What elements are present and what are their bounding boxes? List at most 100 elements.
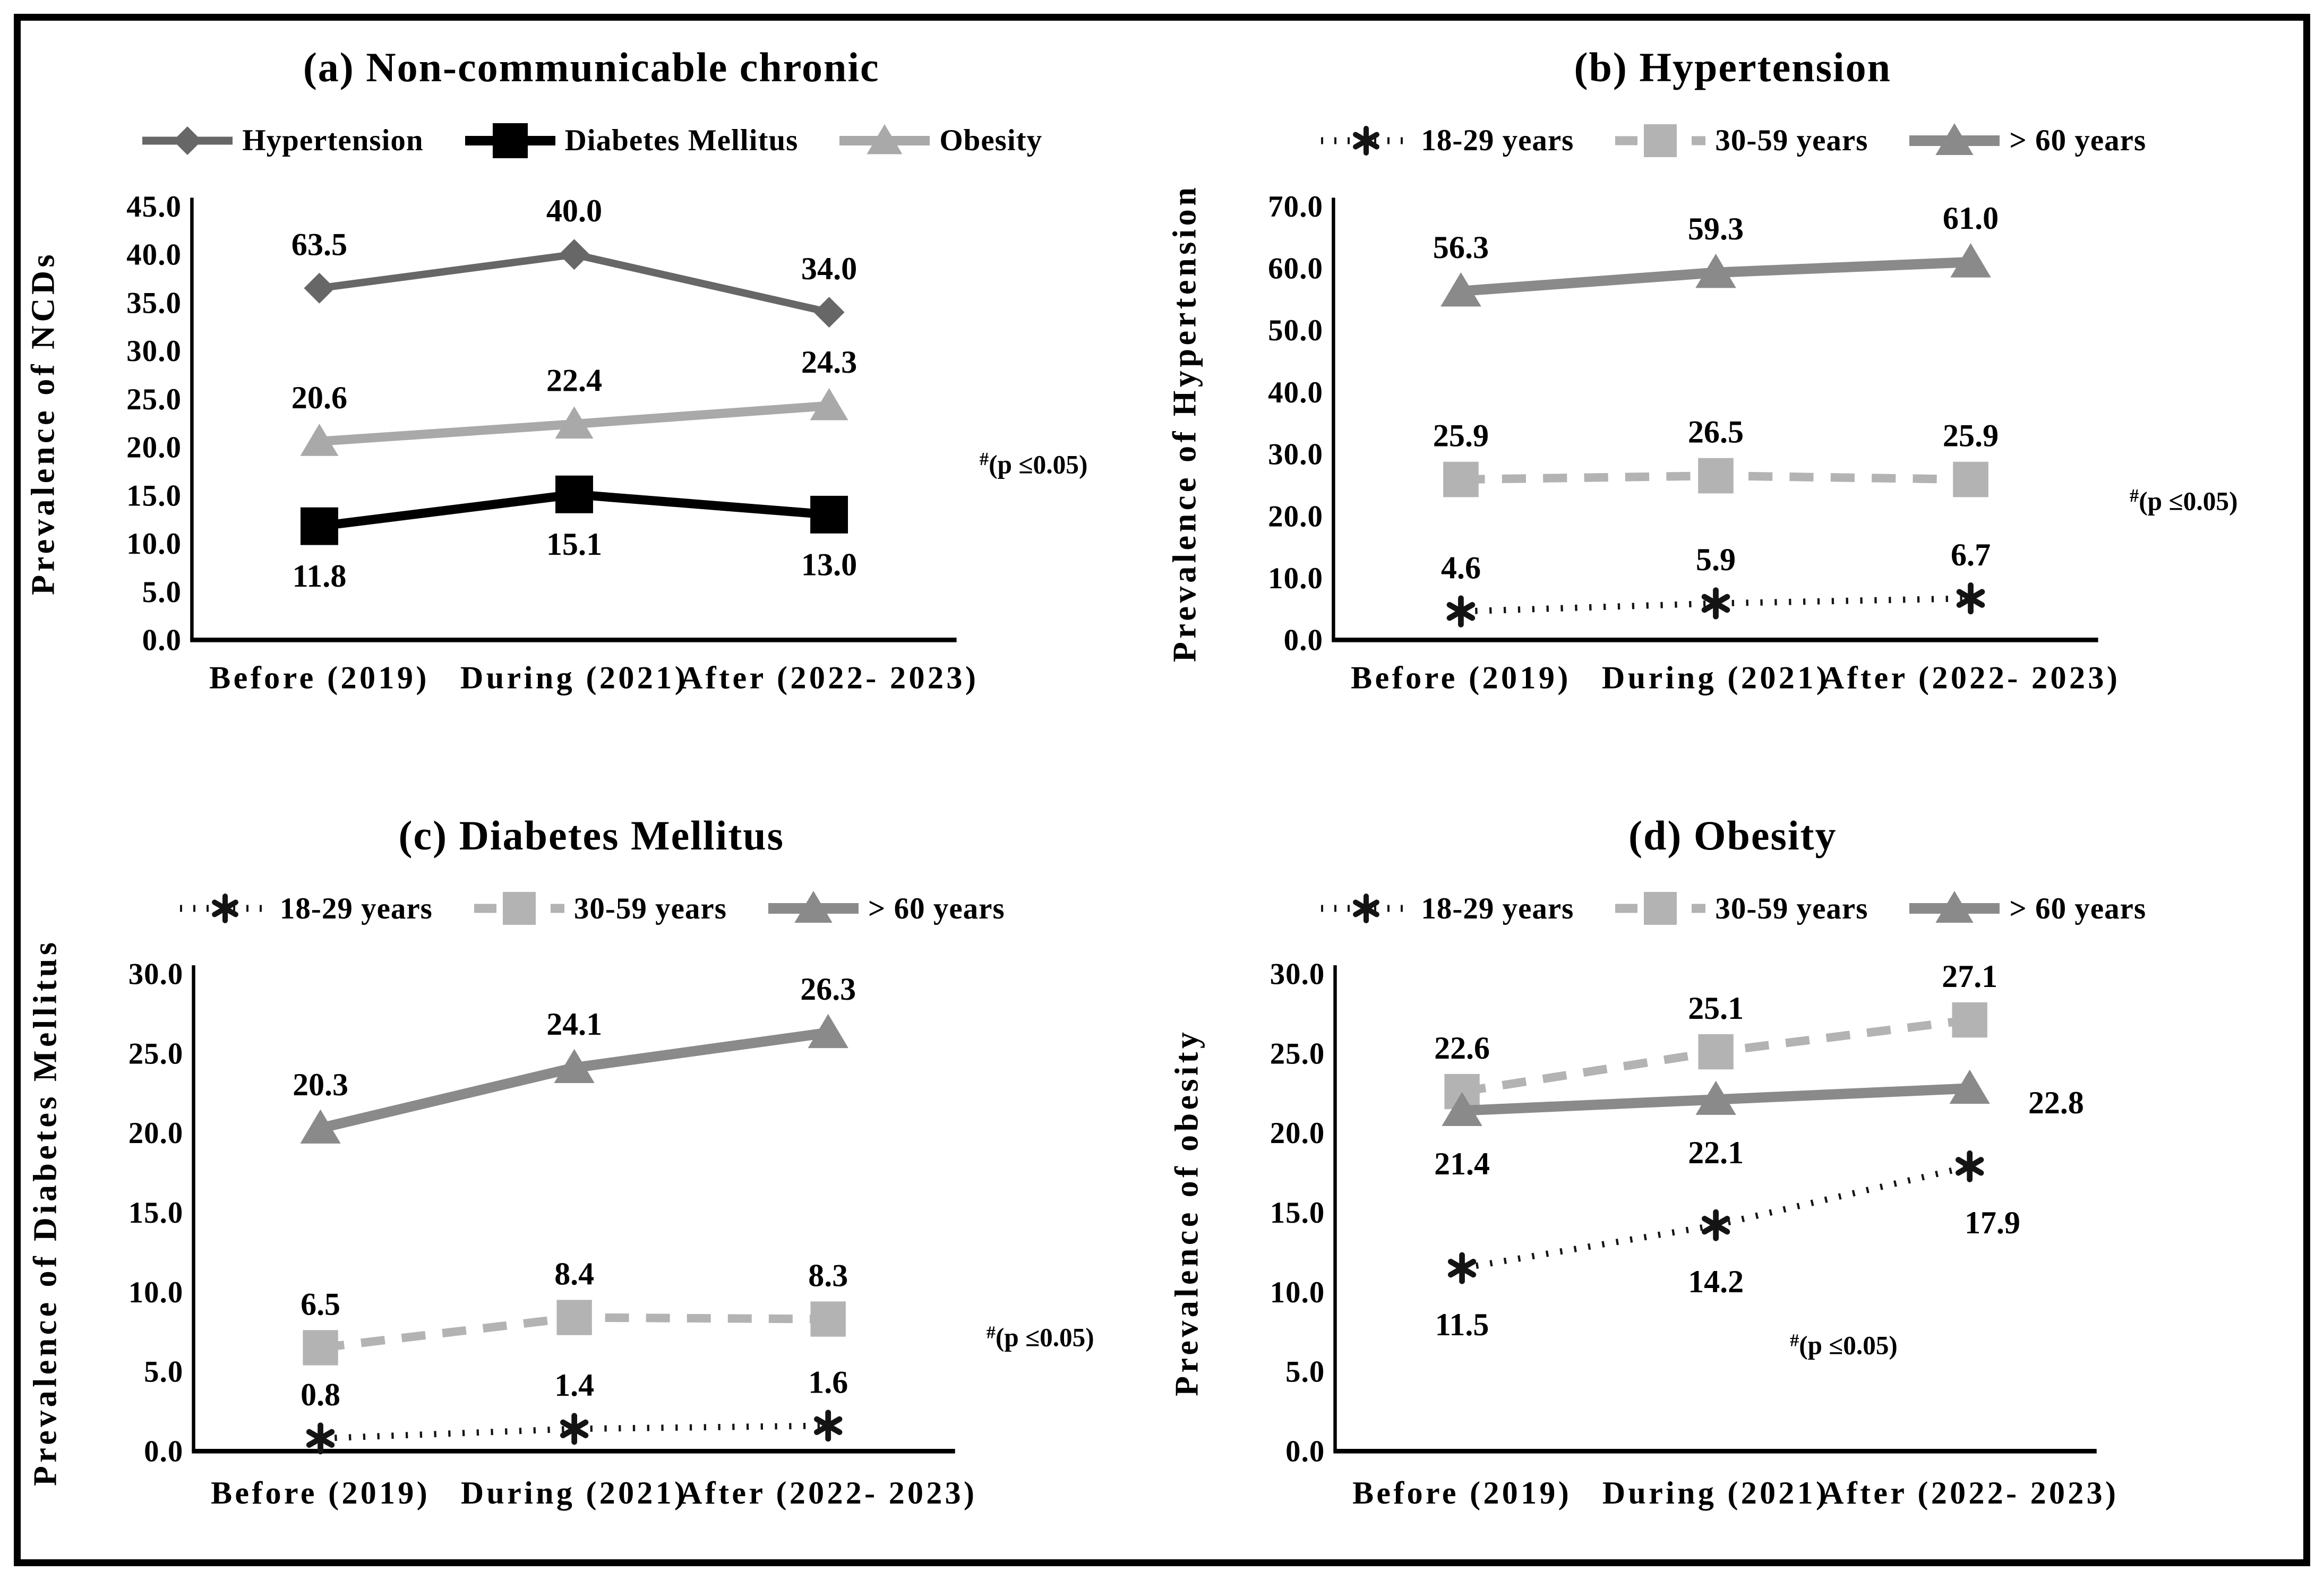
- panel-b-title: (b) Hypertension: [1574, 44, 1891, 90]
- legend-label: 30-59 years: [573, 891, 727, 925]
- x-category-label: During (2021): [1601, 660, 1829, 695]
- square-marker: [502, 892, 536, 925]
- legend-item: > 60 years: [1907, 123, 2146, 158]
- square-marker: [300, 507, 338, 545]
- square-marker: [492, 123, 528, 158]
- data-label: 63.5: [291, 227, 347, 262]
- triangle-marker: [808, 1014, 848, 1049]
- triangle-marker: [554, 1049, 595, 1084]
- y-tick-label: 5.0: [142, 576, 182, 609]
- y-tick-label: 40.0: [1268, 376, 1323, 409]
- y-tick-label: 25.0: [126, 383, 182, 416]
- data-label: 1.6: [808, 1365, 848, 1400]
- x-category-label: Before (2019): [1351, 660, 1571, 695]
- data-label: 17.9: [1965, 1205, 2020, 1240]
- diamond-marker: [173, 126, 202, 155]
- data-label: 56.3: [1433, 230, 1488, 265]
- series--60-years: 20.3 24.1 26.3: [293, 972, 856, 1144]
- legend-marker-triangle: [839, 124, 930, 154]
- legend-label: Diabetes Mellitus: [564, 124, 799, 158]
- panel-d-title: (d) Obesity: [1628, 812, 1837, 858]
- x-category-label: After (2022- 2023): [679, 1475, 977, 1510]
- legend-marker-triangle: [1909, 123, 2000, 155]
- panel-d: (d) Obesity 18-29 years 30-59 years > 60 y…: [1162, 752, 2304, 1559]
- star-marker: [1701, 587, 1730, 620]
- square-marker: [1443, 461, 1479, 497]
- x-category-label: After (2022- 2023): [1821, 1475, 2119, 1510]
- square-marker: [555, 475, 593, 513]
- legend-item: 18-29 years: [1319, 123, 1574, 158]
- y-tick-label: 70.0: [1268, 190, 1323, 224]
- legend-label: Obesity: [939, 124, 1043, 158]
- square-marker: [1644, 124, 1677, 157]
- x-category-label: Before (2019): [209, 660, 430, 695]
- data-label: 15.1: [546, 527, 602, 562]
- data-label: 1.4: [554, 1368, 594, 1403]
- series-30-59-years: 25.9 26.5 25.9: [1433, 415, 1999, 497]
- legend-item: 30-59 years: [472, 891, 727, 926]
- data-label: 14.2: [1688, 1264, 1744, 1299]
- panel-b-line-chart: 0.0 10.0 20.0 30.0 40.0 50.0 60.0 70.0 Prevalenc…: [1166, 184, 2238, 695]
- y-axis-title: Prevalence of NCDs: [24, 251, 61, 595]
- y-tick-label: 0.0: [144, 1435, 183, 1469]
- y-tick-label: 20.0: [1270, 1117, 1325, 1150]
- data-label: 26.5: [1687, 415, 1743, 450]
- data-label: 21.4: [1434, 1146, 1490, 1181]
- data-label: 40.0: [546, 193, 602, 229]
- data-label: 24.3: [801, 345, 857, 380]
- triangle-marker: [1440, 272, 1481, 307]
- data-label: 24.1: [546, 1007, 602, 1042]
- data-label: 25.1: [1688, 991, 1744, 1026]
- data-label: 11.5: [1435, 1307, 1489, 1342]
- panel-d-legend: 18-29 years 30-59 years > 60 years: [1319, 891, 2146, 926]
- square-marker: [1952, 1002, 1987, 1038]
- star-marker: [1353, 894, 1380, 924]
- data-label: 13.0: [801, 547, 857, 582]
- y-tick-label: 10.0: [1268, 562, 1323, 595]
- y-tick-label: 45.0: [126, 190, 182, 224]
- legend-item: 30-59 years: [1613, 891, 1868, 926]
- diamond-marker: [813, 296, 845, 328]
- data-label: 6.7: [1950, 537, 1990, 573]
- legend-label: > 60 years: [2009, 891, 2147, 925]
- legend-marker-triangle: [1909, 891, 2000, 923]
- panel-c: (c) Diabetes Mellitus 18-29 years 30-59 y…: [21, 752, 1162, 1559]
- square-marker: [1644, 892, 1677, 925]
- y-tick-label: 60.0: [1268, 252, 1323, 285]
- star-marker: [1956, 582, 1985, 615]
- data-label: 22.6: [1434, 1031, 1490, 1066]
- panel-b: (b) Hypertension 18-29 years 30-59 years >…: [1162, 21, 2304, 752]
- y-tick-label: 0.0: [142, 623, 182, 657]
- panel-d-line-chart: 0.0 5.0 10.0 15.0 20.0 25.0 30.0 Prevalence of …: [1169, 958, 2119, 1510]
- significance-annotation: #(p ≤0.05): [1790, 1330, 1898, 1360]
- triangle-marker: [1695, 1080, 1736, 1115]
- y-axis-title: Prevalence of Hypertension: [1166, 184, 1203, 662]
- star-marker: [1701, 1209, 1730, 1242]
- triangle-marker: [300, 423, 339, 456]
- square-marker: [1697, 1034, 1734, 1070]
- diamond-marker: [304, 272, 335, 304]
- y-tick-label: 30.0: [128, 958, 184, 991]
- panel-c-legend: 18-29 years 30-59 years > 60 years: [178, 891, 1005, 926]
- legend-marker-square: [465, 123, 555, 158]
- data-label: 0.8: [301, 1378, 340, 1413]
- star-marker: [306, 1422, 335, 1455]
- legend-label: 18-29 years: [1421, 891, 1574, 925]
- legend-label: > 60 years: [868, 891, 1005, 925]
- series-30-59-years: 6.5 8.4 8.3: [301, 1257, 848, 1366]
- square-marker: [303, 1330, 338, 1366]
- y-tick-label: 15.0: [128, 1196, 184, 1230]
- series-diabetes-mellitus: 11.8 15.1 13.0: [292, 475, 857, 594]
- y-tick-label: 25.0: [1270, 1037, 1325, 1071]
- legend-item: Diabetes Mellitus: [463, 123, 799, 158]
- significance-annotation: #(p ≤0.05): [2130, 486, 2238, 516]
- y-tick-label: 5.0: [144, 1355, 183, 1389]
- y-tick-label: 20.0: [1268, 500, 1323, 533]
- legend-item: > 60 years: [766, 891, 1005, 926]
- legend-item: 18-29 years: [178, 891, 433, 926]
- series-18-29-years: 11.5 14.2 17.9: [1435, 1150, 2020, 1342]
- square-marker: [810, 1301, 846, 1337]
- x-category-label: During (2021): [1602, 1475, 1829, 1510]
- y-tick-label: 50.0: [1268, 314, 1323, 347]
- panel-a-legend: Hypertension Diabetes Mellitus Obesity: [123, 123, 1059, 158]
